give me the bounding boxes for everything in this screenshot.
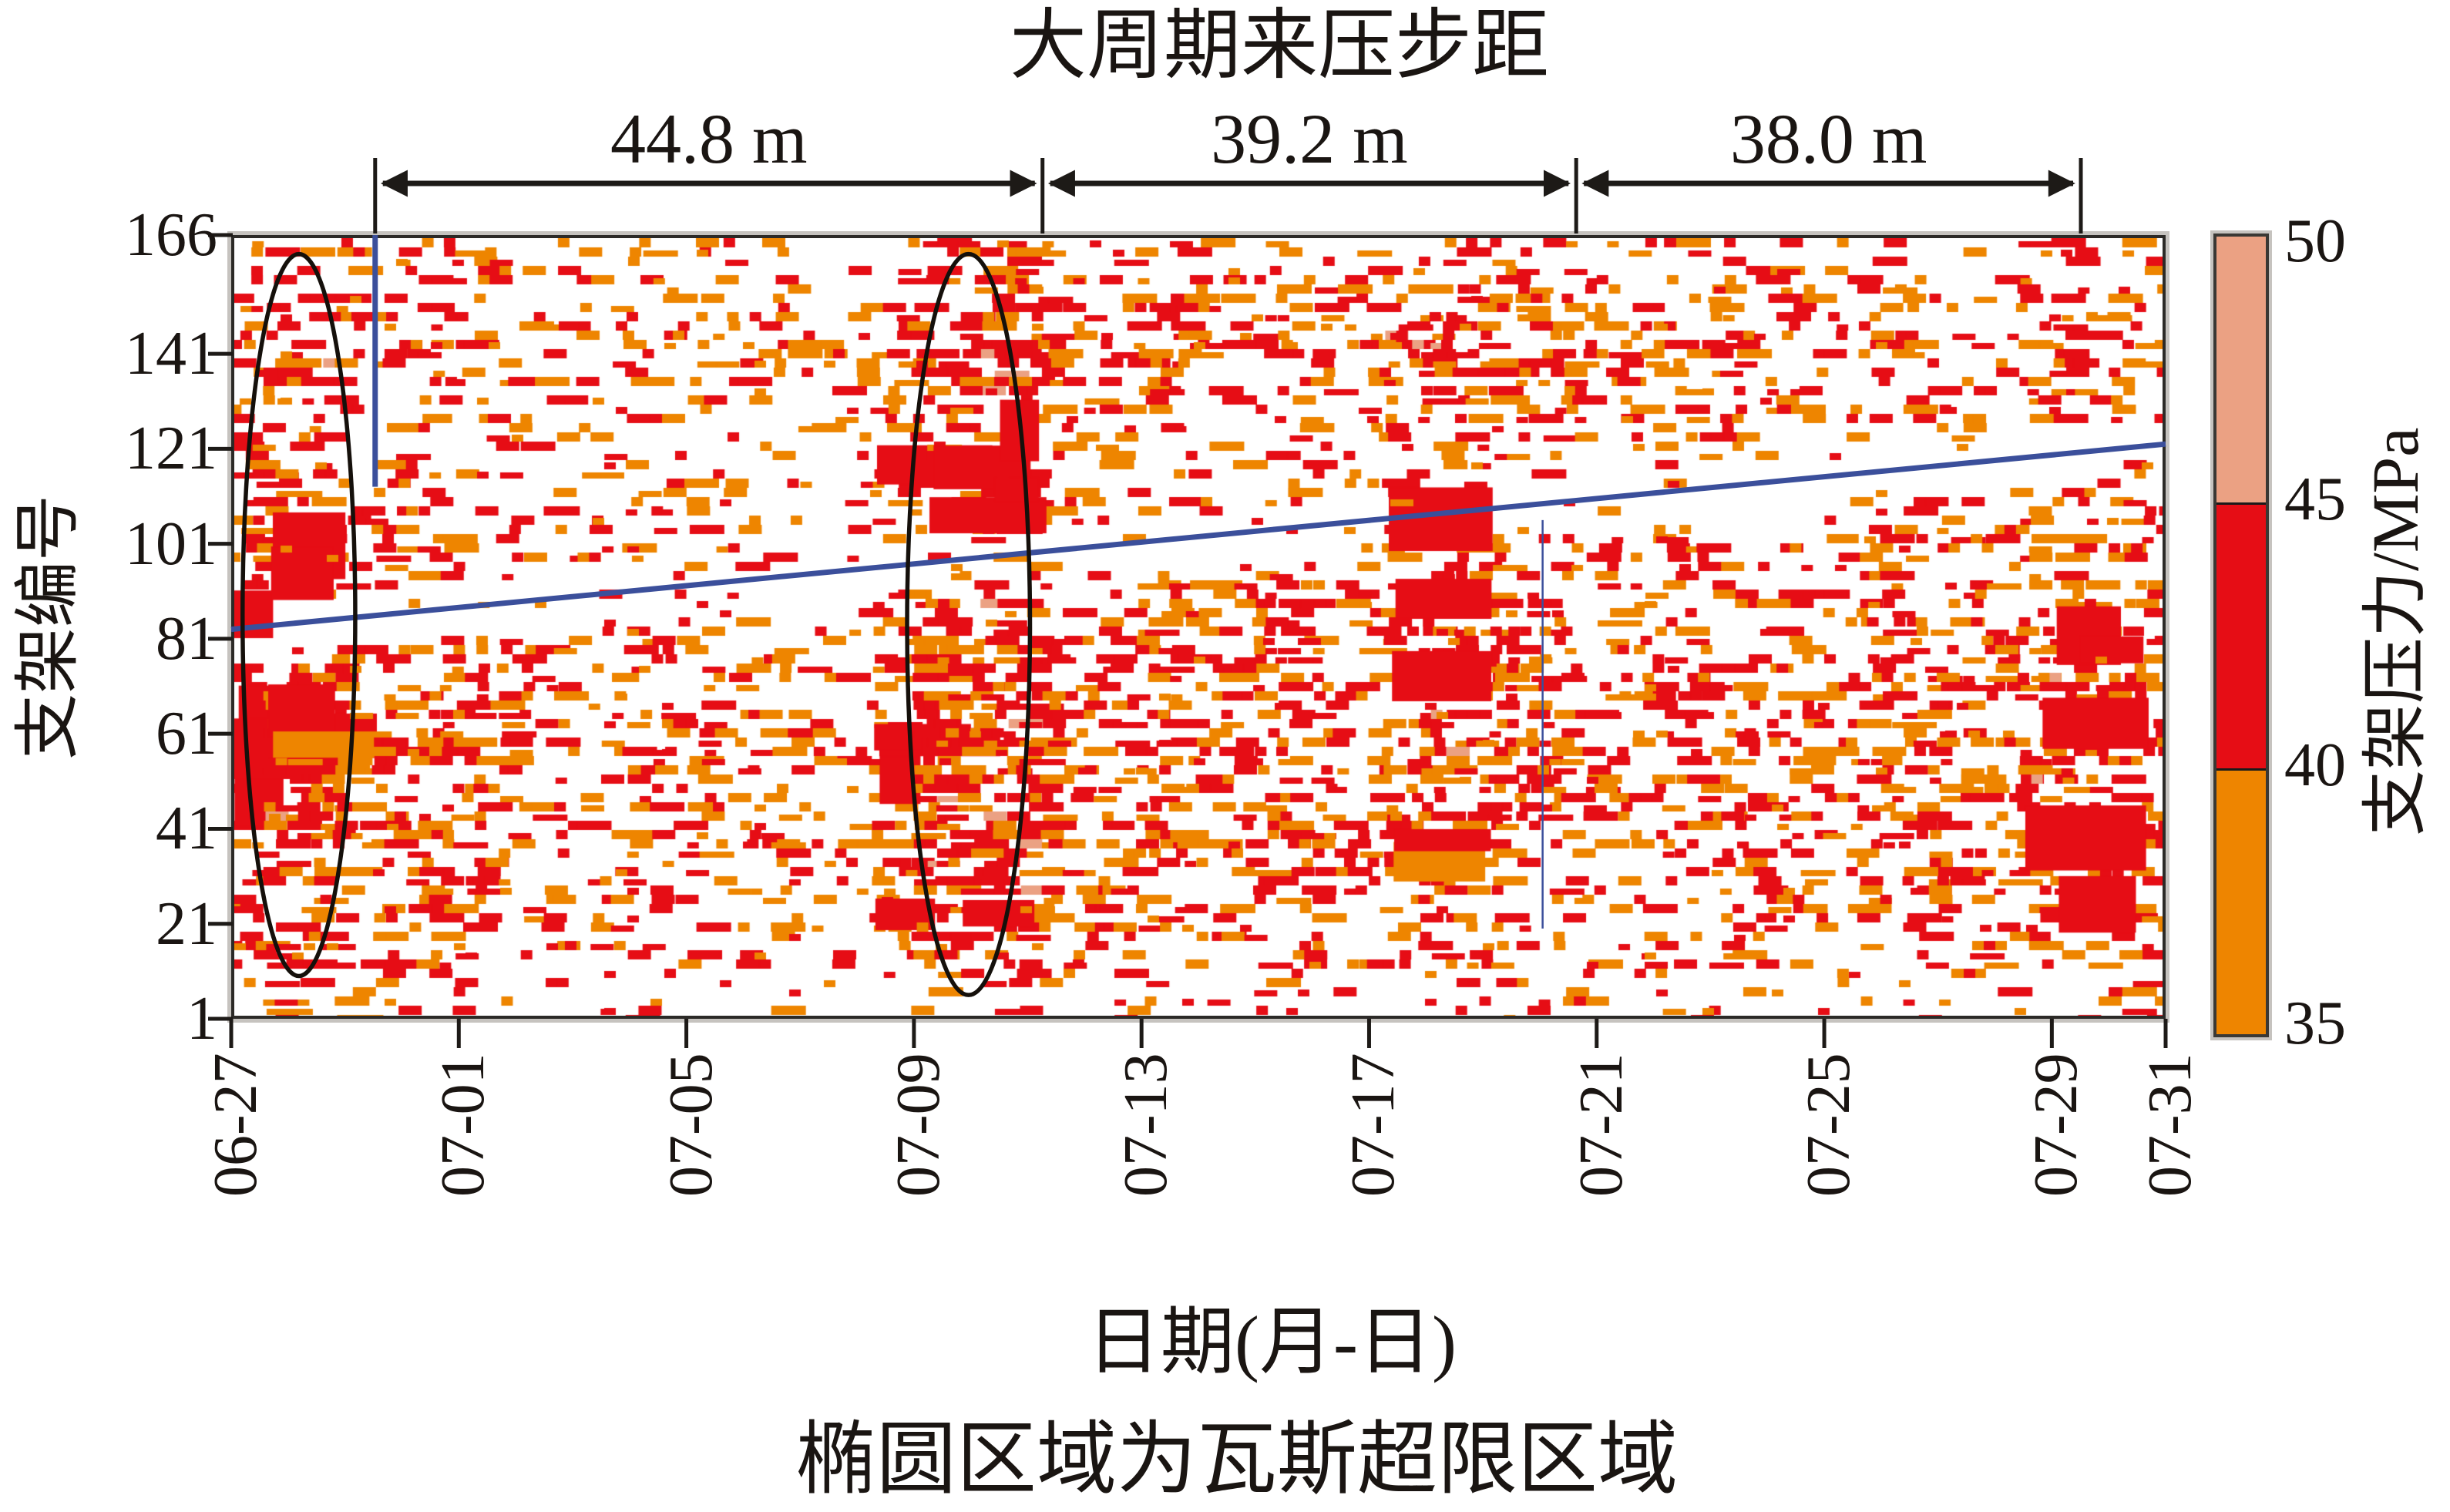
- colorbar: [2210, 230, 2272, 1040]
- x-tick-label: 07-25: [1795, 1053, 1864, 1197]
- y-tick-label: 166: [125, 201, 217, 269]
- step-distance-dimension-lines: [208, 158, 2168, 1048]
- gas-overrun-ellipse: [905, 251, 1033, 997]
- face-position-line: [230, 235, 2166, 929]
- y-tick-label: 41: [156, 795, 217, 863]
- x-tick-label: 07-09: [884, 1053, 953, 1197]
- colorbar-tick-label: 35: [2284, 990, 2346, 1057]
- colorbar-title: 支架压力/MPa: [2358, 427, 2432, 836]
- step-distance-label: 38.0 m: [1729, 99, 1927, 178]
- step-distance-label: 39.2 m: [1211, 99, 1408, 178]
- x-axis-title: 日期(月-日): [1087, 1301, 1457, 1383]
- y-tick-label: 1: [187, 985, 217, 1053]
- step-distance-label: 44.8 m: [610, 99, 808, 178]
- colorbar-tick-label: 45: [2284, 465, 2346, 533]
- pressure-heatmap-canvas: [234, 238, 2163, 1016]
- x-tick-label: 07-17: [1339, 1053, 1408, 1197]
- x-tick-label: 07-31: [2136, 1053, 2204, 1197]
- x-tick-label: 07-05: [657, 1053, 725, 1197]
- colorbar-segment: [2216, 502, 2266, 768]
- y-tick-label: 81: [156, 604, 217, 673]
- colorbar-segment: [2216, 237, 2266, 502]
- y-tick-label: 21: [156, 889, 217, 958]
- gas-overrun-ellipse: [240, 251, 358, 979]
- x-tick-label: 06-27: [202, 1053, 270, 1197]
- colorbar-tick-label: 40: [2284, 731, 2346, 799]
- gas-overrun-ellipses: [240, 251, 1033, 997]
- x-tick-label: 07-01: [429, 1053, 498, 1197]
- chart-title: 大周期来压步距: [1010, 3, 1549, 89]
- colorbar-tick-label: 50: [2284, 207, 2346, 275]
- y-tick-label: 61: [156, 700, 217, 768]
- x-tick-label: 07-21: [1567, 1053, 1635, 1197]
- x-tick-label: 07-29: [2022, 1053, 2091, 1197]
- y-tick-label: 101: [125, 509, 217, 578]
- y-tick-label: 121: [125, 415, 217, 483]
- gas-overrun-note: 椭圆区域为瓦斯超限区域: [795, 1416, 1678, 1504]
- colorbar-segment: [2216, 768, 2266, 1034]
- x-tick-label: 07-13: [1112, 1053, 1181, 1197]
- y-axis-title: 支架编号: [11, 494, 85, 760]
- y-tick-label: 141: [125, 320, 217, 388]
